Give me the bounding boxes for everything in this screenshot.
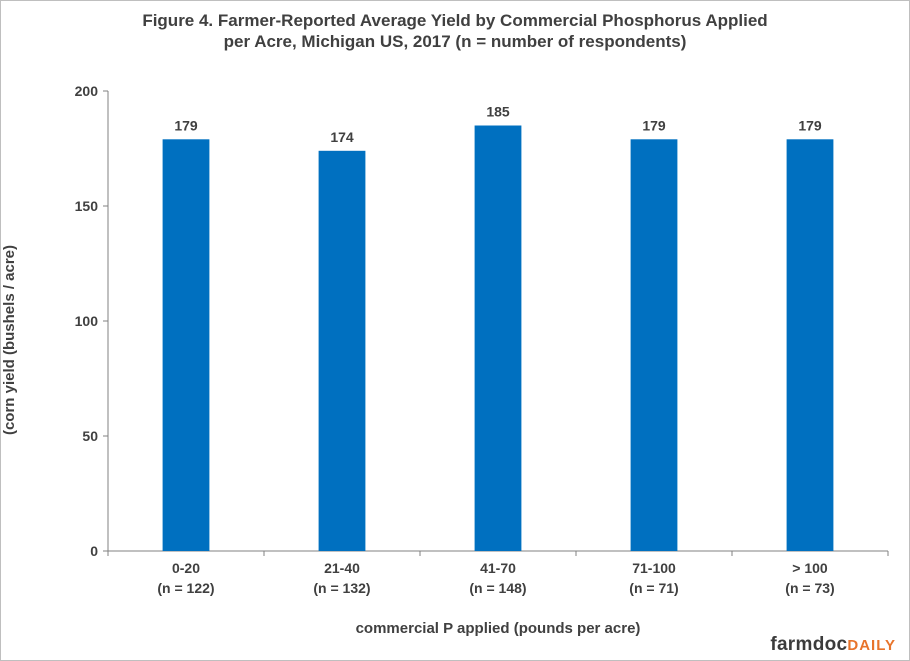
labels: 179 0-20 (n = 122) 174 21-40 (n = 132) 185 41-7… (157, 104, 834, 597)
logo-accent-text: DAILY (847, 637, 896, 654)
data-label-1: 174 (330, 129, 354, 145)
category-label-2: 41-70 (480, 560, 516, 576)
data-label-3: 179 (642, 117, 666, 133)
chart-title: Figure 4. Farmer-Reported Average Yield … (0, 10, 910, 52)
y-tick-label-0: 0 (90, 543, 98, 559)
bar-2 (474, 125, 522, 551)
farmdoc-daily-logo: farmdocDAILY (770, 634, 896, 656)
category-label-3: 71-100 (632, 560, 676, 576)
chart-title-line-1: Figure 4. Farmer-Reported Average Yield … (142, 11, 768, 30)
x-axis-label: commercial P applied (pounds per acre) (355, 620, 641, 637)
category-label-1: 21-40 (324, 560, 360, 576)
category-label-4: > 100 (792, 560, 828, 576)
category-note-1: (n = 132) (313, 580, 370, 596)
bar-1 (318, 150, 366, 552)
category-note-0: (n = 122) (157, 580, 214, 596)
category-note-3: (n = 71) (629, 580, 678, 596)
data-label-4: 179 (798, 117, 822, 133)
bars (162, 125, 834, 552)
bar-3 (630, 139, 678, 552)
category-label-0: 0-20 (172, 560, 200, 576)
bar-4 (786, 139, 834, 552)
axes: 0 50 100 150 200 (75, 83, 889, 559)
chart-title-line-2: per Acre, Michigan US, 2017 (n = number … (223, 32, 687, 51)
data-label-2: 185 (486, 104, 510, 120)
y-tick-label-3: 150 (75, 198, 99, 214)
logo-main-text: farmdoc (770, 634, 848, 655)
category-note-2: (n = 148) (469, 580, 526, 596)
y-tick-label-1: 50 (82, 428, 98, 444)
bar-0 (162, 139, 210, 552)
y-tick-label-4: 200 (75, 83, 99, 99)
y-tick-label-2: 100 (75, 313, 99, 329)
data-label-0: 179 (174, 117, 198, 133)
category-note-4: (n = 73) (785, 580, 834, 596)
